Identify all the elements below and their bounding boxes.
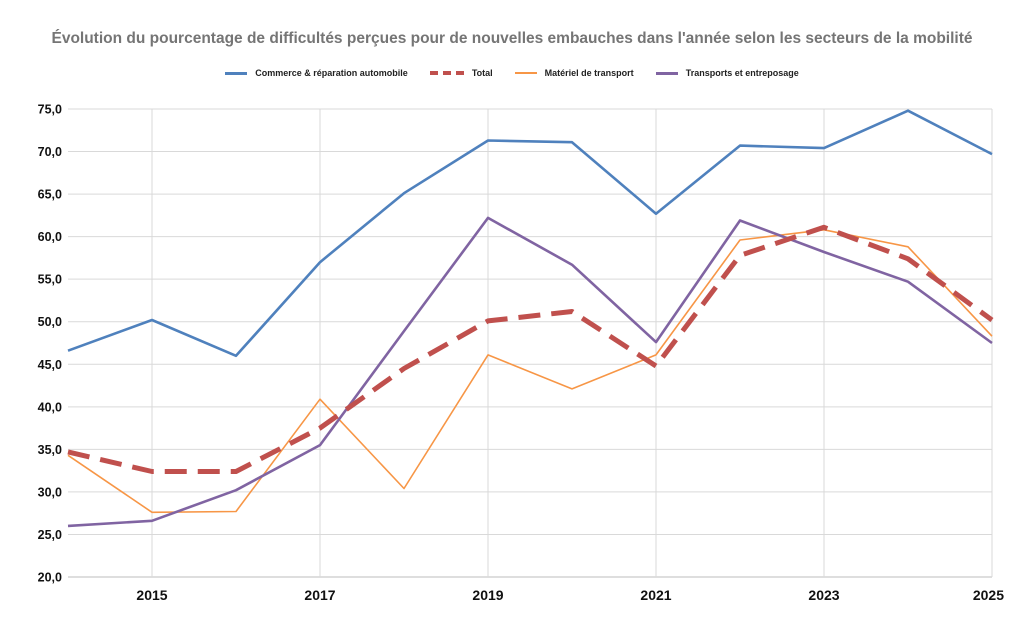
x-tick-label: 2015 xyxy=(136,587,167,603)
legend-label-commerce: Commerce & réparation automobile xyxy=(255,68,408,78)
y-tick-label: 60,0 xyxy=(38,230,62,244)
x-tick-label: 2023 xyxy=(808,587,839,603)
series-line-0 xyxy=(67,109,993,358)
y-tick-label: 35,0 xyxy=(38,443,62,457)
legend-item-transports[interactable]: Transports et entreposage xyxy=(655,68,799,78)
y-tick-label: 40,0 xyxy=(38,400,62,414)
y-tick-label: 55,0 xyxy=(38,273,62,287)
legend-swatch-transports xyxy=(655,71,678,75)
legend-item-total[interactable]: Total xyxy=(429,68,493,78)
x-tick-label: 2025 xyxy=(973,587,1004,603)
legend-swatch-commerce xyxy=(225,71,248,75)
y-tick-label: 65,0 xyxy=(38,188,62,202)
legend-label-transports: Transports et entreposage xyxy=(685,68,799,78)
legend-label-total: Total xyxy=(471,68,493,78)
series-line-3 xyxy=(67,216,993,528)
legend: Commerce & réparation automobile Total M… xyxy=(0,68,1024,78)
y-tick-label: 25,0 xyxy=(38,528,62,542)
y-tick-label: 45,0 xyxy=(38,358,62,372)
legend-item-materiel[interactable]: Matériel de transport xyxy=(514,68,634,78)
y-tick-label: 50,0 xyxy=(38,315,62,329)
x-tick-label: 2019 xyxy=(472,587,503,603)
y-tick-label: 30,0 xyxy=(38,485,62,499)
chart-title: Évolution du pourcentage de difficultés … xyxy=(51,30,973,47)
x-tick-label: 2021 xyxy=(640,587,671,603)
series-line-1 xyxy=(67,224,994,474)
y-tick-label: 20,0 xyxy=(38,571,62,585)
legend-label-materiel: Matériel de transport xyxy=(544,68,634,78)
x-tick-label: 2017 xyxy=(304,587,335,603)
legend-swatch-total xyxy=(429,71,464,75)
y-tick-label: 75,0 xyxy=(38,103,62,117)
legend-item-commerce[interactable]: Commerce & réparation automobile xyxy=(225,68,408,78)
legend-swatch-materiel xyxy=(514,72,537,74)
y-tick-label: 70,0 xyxy=(38,145,62,159)
